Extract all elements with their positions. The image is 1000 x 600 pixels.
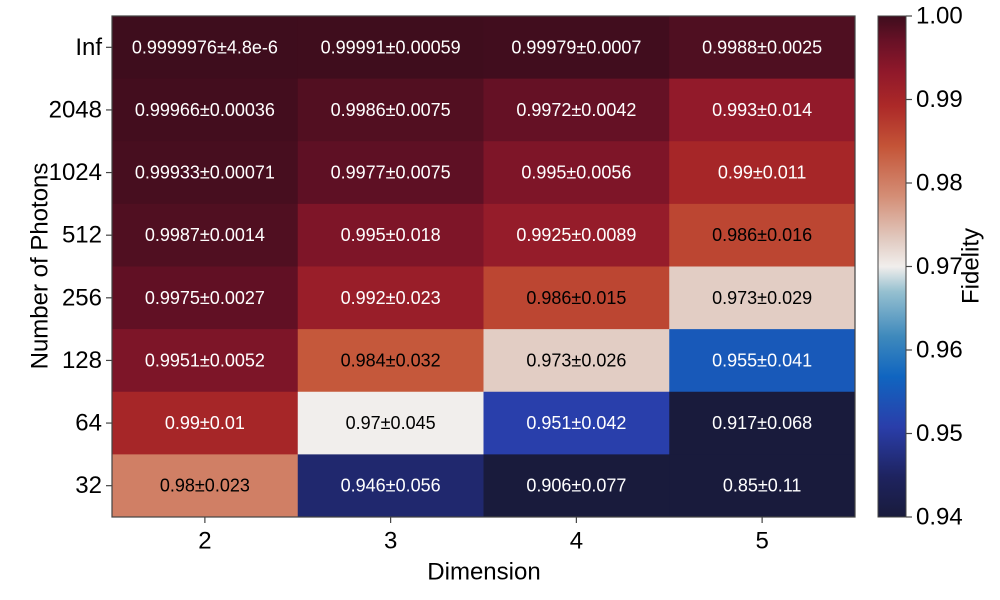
heatmap-cell — [112, 454, 299, 518]
heatmap-cell-label: 0.995±0.0056 — [521, 163, 631, 183]
y-tick-label: 256 — [62, 284, 102, 311]
heatmap-cell-label: 0.917±0.068 — [712, 413, 812, 433]
heatmap-cell — [297, 391, 484, 455]
heatmap-cell — [483, 78, 670, 142]
colorbar-tick-label: 0.94 — [916, 504, 963, 531]
heatmap-cell-label: 0.992±0.023 — [341, 288, 441, 308]
heatmap-cell — [297, 16, 484, 80]
heatmap-cell — [669, 78, 856, 142]
y-axis-title: Number of Photons — [27, 163, 54, 370]
plot-frame — [111, 15, 856, 518]
heatmap-cell-label: 0.995±0.018 — [341, 225, 441, 245]
heatmap-cell-label: 0.955±0.041 — [712, 350, 812, 370]
heatmap-cell — [483, 16, 670, 80]
heatmap-cell-label: 0.98±0.023 — [160, 476, 250, 496]
heatmap-cell-label: 0.99979±0.0007 — [511, 37, 641, 57]
heatmap-cell-label: 0.9975±0.0027 — [145, 288, 265, 308]
colorbar-tick-label: 0.96 — [916, 337, 963, 364]
heatmap-cell-label: 0.946±0.056 — [341, 476, 441, 496]
heatmap-cell-label: 0.99991±0.00059 — [321, 37, 461, 57]
heatmap-cell-label: 0.973±0.026 — [526, 350, 626, 370]
heatmap-cell — [483, 141, 670, 205]
heatmap-cell — [297, 329, 484, 393]
colorbar-ticks: 0.94 0.95 0.96 0.97 0.98 0.99 1.00 — [906, 3, 963, 531]
heatmap-cell-label: 0.85±0.11 — [723, 476, 802, 496]
heatmap-cell — [297, 141, 484, 205]
heatmap-cell-label: 0.99966±0.00036 — [135, 100, 275, 120]
heatmap-cell-label: 0.951±0.042 — [526, 413, 626, 433]
x-tick-label: 5 — [755, 528, 768, 555]
heatmap-cell — [669, 203, 856, 267]
heatmap-cell — [297, 78, 484, 142]
heatmap-cell — [112, 203, 299, 267]
heatmap-cell — [483, 266, 670, 330]
y-axis-ticks: Inf 2048 1024 512 256 128 64 32 — [49, 34, 112, 499]
heatmap-cell — [112, 78, 299, 142]
heatmap-cell-label: 0.9987±0.0014 — [145, 225, 265, 245]
x-tick-label: 2 — [198, 528, 211, 555]
y-tick-label: Inf — [75, 34, 102, 61]
heatmap-cell — [297, 454, 484, 518]
heatmap-cell — [483, 391, 670, 455]
colorbar-tick-label: 1.00 — [916, 3, 963, 30]
heatmap-cell — [112, 16, 299, 80]
heatmap-cell — [483, 454, 670, 518]
heatmap-cell-label: 0.9951±0.0052 — [145, 350, 265, 370]
heatmap-cell-label: 0.9986±0.0075 — [331, 100, 451, 120]
y-tick-label: 32 — [75, 472, 102, 499]
heatmap-cell — [112, 329, 299, 393]
heatmap-cell-label: 0.9999976±4.8e-6 — [132, 37, 278, 57]
heatmap-cell — [669, 266, 856, 330]
heatmap-cell-label: 0.99±0.01 — [165, 413, 245, 433]
y-tick-label: 128 — [62, 347, 102, 374]
colorbar: 0.94 0.95 0.96 0.97 0.98 0.99 1.00 Fidelity — [877, 3, 985, 531]
colorbar-tick-label: 0.97 — [916, 253, 963, 280]
x-axis-title: Dimension — [427, 559, 540, 586]
colorbar-tick-label: 0.95 — [916, 420, 963, 447]
y-tick-label: 512 — [62, 222, 102, 249]
heatmap-cell — [669, 391, 856, 455]
heatmap-cell-label: 0.973±0.029 — [712, 288, 812, 308]
heatmap-cell-label: 0.9977±0.0075 — [331, 163, 451, 183]
heatmap-cell-label: 0.9925±0.0089 — [516, 225, 636, 245]
x-axis-ticks: 2 3 4 5 — [198, 517, 769, 555]
y-tick-label: 64 — [75, 410, 102, 437]
heatmap-cell-label: 0.97±0.045 — [346, 413, 436, 433]
heatmap-cell-label: 0.9988±0.0025 — [702, 37, 822, 57]
heatmap-cell-label: 0.906±0.077 — [526, 476, 626, 496]
heatmap-cell-label: 0.99±0.011 — [718, 163, 807, 183]
x-tick-label: 4 — [570, 528, 583, 555]
colorbar-tick-label: 0.98 — [916, 170, 963, 197]
heatmap-cell-label: 0.99933±0.00071 — [135, 163, 275, 183]
heatmap-cell — [483, 329, 670, 393]
heatmap-cell-label: 0.993±0.014 — [712, 100, 812, 120]
heatmap-cell — [669, 454, 856, 518]
heatmap-cell — [297, 266, 484, 330]
heatmap-cell — [112, 266, 299, 330]
heatmap-cell — [669, 141, 856, 205]
heatmap-cells: 0.9999976±4.8e-6 0.99991±0.00059 0.99979±0… — [112, 16, 856, 518]
heatmap-cell — [483, 203, 670, 267]
heatmap-cell — [669, 16, 856, 80]
y-tick-label: 1024 — [49, 159, 102, 186]
heatmap-cell-label: 0.9972±0.0042 — [516, 100, 636, 120]
heatmap-cell — [297, 203, 484, 267]
colorbar-title: Fidelity — [958, 228, 985, 304]
heatmap-cell-label: 0.986±0.015 — [526, 288, 626, 308]
colorbar-gradient — [877, 15, 907, 518]
colorbar-tick-label: 0.99 — [916, 86, 963, 113]
heatmap-cell — [112, 391, 299, 455]
heatmap-cell-label: 0.986±0.016 — [712, 225, 812, 245]
x-tick-label: 3 — [384, 528, 397, 555]
heatmap-cell — [669, 329, 856, 393]
heatmap-cell — [112, 141, 299, 205]
heatmap-cell-label: 0.984±0.032 — [341, 350, 441, 370]
y-tick-label: 2048 — [49, 96, 102, 123]
